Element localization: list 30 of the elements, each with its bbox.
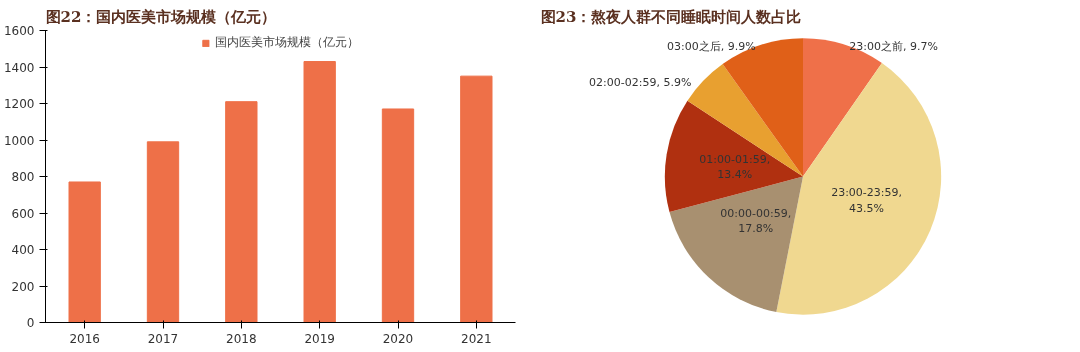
chart-title: 图22：国内医美市场规模（亿元） [45, 7, 277, 26]
bar [146, 141, 180, 323]
y-tick-label: 200 [11, 279, 35, 294]
bar [381, 108, 415, 323]
x-tick-label: 2020 [382, 331, 414, 346]
bar [303, 61, 336, 323]
x-tick-label: 2016 [69, 331, 100, 346]
y-tick-label: 1400 [3, 60, 35, 75]
x-tick-label: 2017 [147, 331, 179, 346]
slice-label: 02:00-02:59, 5.9% [589, 75, 692, 89]
legend-label: 国内医美市场规模（亿元） [214, 34, 359, 51]
slice-label: 23:00-23:59, 43.5% [831, 185, 903, 215]
slice-label: 00:00-00:59, 17.8% [720, 206, 792, 236]
y-tick-label: 400 [11, 243, 35, 257]
y-tick-label: 0 [26, 316, 35, 330]
slice-label: 23:00之前, 9.7% [849, 39, 938, 53]
bar [225, 101, 258, 323]
bar [68, 181, 101, 323]
y-tick-label: 1600 [3, 24, 35, 38]
y-tick-label: 1000 [3, 133, 35, 148]
bar [460, 75, 493, 323]
slice-label: 03:00之后, 9.9% [667, 40, 756, 54]
x-tick-label: 2018 [226, 331, 257, 346]
y-tick-label: 600 [11, 206, 35, 221]
chart-title: 图23：熬夜人群不同睡眠时间人数占比 [540, 7, 802, 26]
x-tick-label: 2021 [461, 331, 492, 346]
y-tick-label: 1200 [3, 97, 35, 111]
y-tick-label: 800 [11, 170, 35, 184]
x-tick-label: 2019 [304, 331, 335, 346]
slice-label: 01:00-01:59, 13.4% [699, 152, 771, 182]
